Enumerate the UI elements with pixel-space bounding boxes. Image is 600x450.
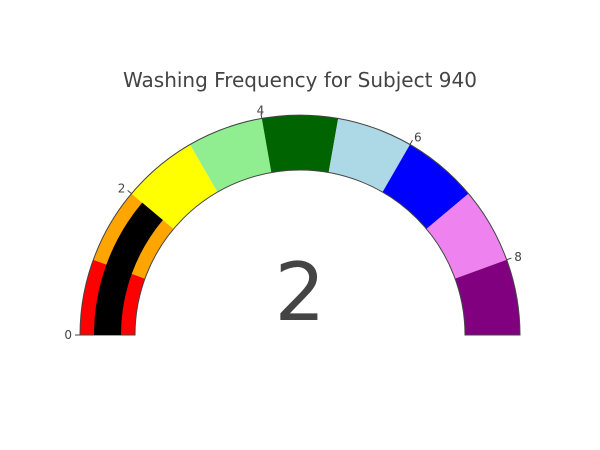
gauge-tick-mark-3 (409, 139, 413, 145)
gauge-step-5 (328, 118, 410, 193)
gauge-tick-label: 4 (257, 103, 265, 117)
gauge-step-3 (190, 118, 272, 193)
gauge-step-7 (426, 193, 507, 279)
gauge-tick-label: 6 (414, 131, 422, 145)
gauge-value-bar (94, 202, 163, 335)
chart-title: Washing Frequency for Subject 940 (123, 68, 477, 92)
gauge-tick-mark-2 (260, 113, 263, 119)
gauge-value-label: 2 (275, 246, 326, 339)
gauge-tick-mark-1 (127, 189, 132, 194)
gauge-value-bar-group (94, 202, 163, 335)
gauge-outline (79, 114, 521, 336)
gauge-tick-mark-4 (506, 257, 512, 261)
gauge-tick-label: 2 (118, 181, 126, 195)
gauge-ticks: 0 2 4 6 8 (64, 103, 522, 342)
gauge-step-2 (131, 144, 218, 229)
gauge-step-6 (382, 144, 469, 229)
gauge-step-8 (455, 259, 520, 335)
gauge-tick-label: 0 (64, 328, 72, 342)
gauge-step-4 (261, 115, 339, 173)
gauge-tick-label: 8 (514, 250, 522, 264)
